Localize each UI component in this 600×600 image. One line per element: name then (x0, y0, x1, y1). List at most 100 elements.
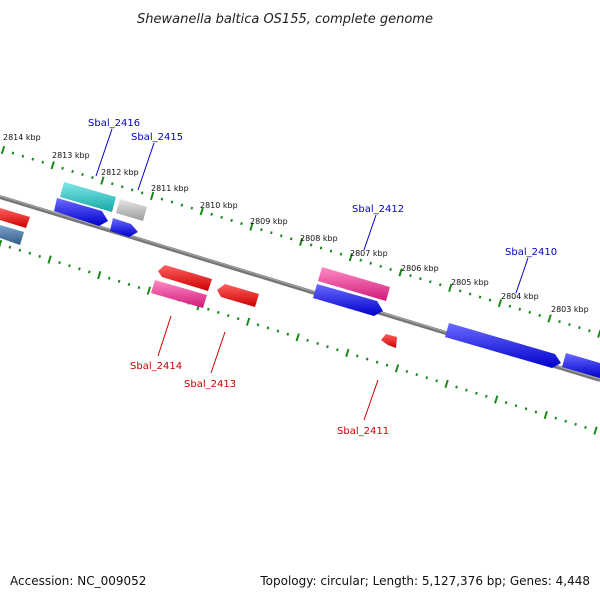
gene-feature-sbal-2413[interactable] (217, 284, 259, 307)
topology-summary: Topology: circular; Length: 5,127,376 bp… (260, 574, 590, 588)
gene-label-sbal-2410[interactable]: Sbal_2410 (505, 247, 557, 258)
inner-ring-tick (97, 270, 102, 280)
outer-ring-tick (11, 151, 15, 155)
outer-ring-tick (100, 176, 105, 185)
outer-ring-tick (389, 267, 392, 272)
gene-feature-sbal-2414[interactable] (158, 265, 212, 291)
gene-label-sbal-2415[interactable]: Sbal_2415 (131, 132, 183, 143)
outer-ring-tick (299, 237, 304, 246)
outer-ring-tick (149, 191, 155, 201)
outer-ring-tick (309, 243, 313, 247)
inner-ring-tick (484, 394, 488, 398)
outer-ring-tick (409, 273, 412, 278)
outer-ring-tick (170, 200, 174, 204)
gene-feature-edge-steel[interactable] (0, 225, 24, 245)
leader-sbal-2415 (137, 142, 155, 191)
kbp-label-2811: 2811 kbp (151, 184, 189, 193)
inner-ring-tick (425, 376, 429, 380)
inner-ring-tick (574, 422, 577, 426)
outer-ring-tick (50, 161, 55, 170)
leader-sbal-2413 (210, 331, 226, 374)
gene-label-sbal-2413[interactable]: Sbal_2413 (184, 379, 236, 390)
outer-ring-tick (289, 237, 293, 241)
inner-ring-tick (68, 264, 71, 268)
inner-ring-tick (0, 239, 3, 248)
gene-label-sbal-2416[interactable]: Sbal_2416 (88, 118, 140, 129)
inner-ring-tick (415, 373, 419, 377)
outer-ring-tick (538, 313, 542, 318)
outer-ring-tick (429, 280, 432, 284)
gene-labels: Sbal_2416 Sbal_2415 Sbal_2412 Sbal_2410 … (88, 118, 557, 437)
inner-ring-tick (236, 317, 240, 321)
outer-ring-tick (110, 182, 114, 186)
kbp-label-2806: 2806 kbp (401, 264, 439, 273)
outer-ring-tick (508, 304, 512, 308)
inner-ring-tick (455, 385, 458, 389)
inner-ring-tick (534, 410, 538, 414)
gene-feature-sbal-2416[interactable] (54, 198, 108, 226)
outer-ring-tick (0, 145, 6, 155)
outer-ring-tick (249, 222, 254, 231)
map-title: Shewanella baltica OS155, complete genom… (137, 12, 433, 27)
inner-ring-tick (543, 410, 548, 420)
leader-sbal-2412 (363, 214, 377, 251)
inner-ring-tick (18, 248, 22, 252)
inner-ring-tick (286, 332, 290, 336)
inner-ring-tick (226, 314, 230, 318)
gene-feature-gray[interactable] (116, 199, 147, 221)
kbp-label-2812: 2812 kbp (101, 168, 139, 177)
gene-feature-sbal-2415[interactable] (110, 218, 138, 237)
inner-ring-tick (295, 333, 300, 342)
gene-feature-sbal-2410[interactable] (445, 323, 561, 368)
outer-ring-tick (398, 268, 403, 277)
inner-ring-tick (514, 404, 518, 408)
gene-feature-cyan[interactable] (60, 182, 116, 212)
gene-feature-right-edge[interactable] (562, 353, 600, 378)
inner-ring-tick (245, 317, 251, 326)
accession-label: Accession: NC_009052 (10, 574, 147, 588)
outer-ring-tick (21, 154, 25, 158)
outer-ring-tick (339, 252, 343, 256)
inner-ring-tick (117, 279, 121, 283)
gene-feature-blue-middle[interactable] (313, 284, 383, 316)
gene-feature-pink-lower[interactable] (151, 280, 207, 308)
gene-label-sbal-2412[interactable]: Sbal_2412 (352, 204, 404, 215)
outer-ring-tick (419, 277, 422, 281)
outer-ring-tick (458, 289, 462, 293)
kbp-label-2810: 2810 kbp (200, 201, 238, 210)
outer-ring-tick (71, 169, 74, 174)
inner-ring-tick (584, 425, 587, 430)
gene-label-sbal-2414[interactable]: Sbal_2414 (130, 361, 182, 372)
inner-ring-tick (365, 357, 369, 361)
inner-ring-tick (405, 369, 409, 374)
inner-ring-tick (146, 286, 152, 295)
kbp-label-2803: 2803 kbp (551, 305, 589, 314)
outer-ring-tick (597, 329, 600, 338)
inner-ring-tick (444, 379, 449, 389)
inner-ring-tick (127, 282, 131, 287)
kbp-labels: 2814 kbp 2813 kbp 2812 kbp 2811 kbp 2810… (3, 133, 589, 314)
outer-ring-tick (199, 207, 204, 216)
outer-ring-tick (547, 314, 552, 323)
outer-ring-tick (220, 215, 223, 219)
inner-ring-tick (107, 276, 111, 280)
inner-ring-tick (394, 364, 400, 373)
outer-ring-tick (279, 234, 283, 238)
outer-ring-tick (369, 261, 373, 265)
leader-sbal-2416 (95, 128, 113, 177)
inner-ring-tick (78, 267, 81, 271)
gene-label-sbal-2411[interactable]: Sbal_2411 (337, 426, 389, 437)
kbp-label-2807: 2807 kbp (350, 249, 388, 258)
outer-ring-tick (348, 253, 353, 262)
gene-feature-sbal-2411[interactable] (381, 334, 397, 348)
outer-ring-tick (140, 191, 144, 195)
inner-ring-tick (524, 407, 528, 411)
inner-ring-tick (465, 388, 468, 392)
inner-ring-tick (316, 341, 319, 346)
outer-ring-tick (518, 307, 522, 311)
inner-tick-ring (0, 239, 598, 435)
gene-feature-sbal-2412[interactable] (318, 267, 390, 301)
outer-ring-tick (588, 329, 591, 333)
gene-feature-edge-red[interactable] (0, 208, 30, 228)
